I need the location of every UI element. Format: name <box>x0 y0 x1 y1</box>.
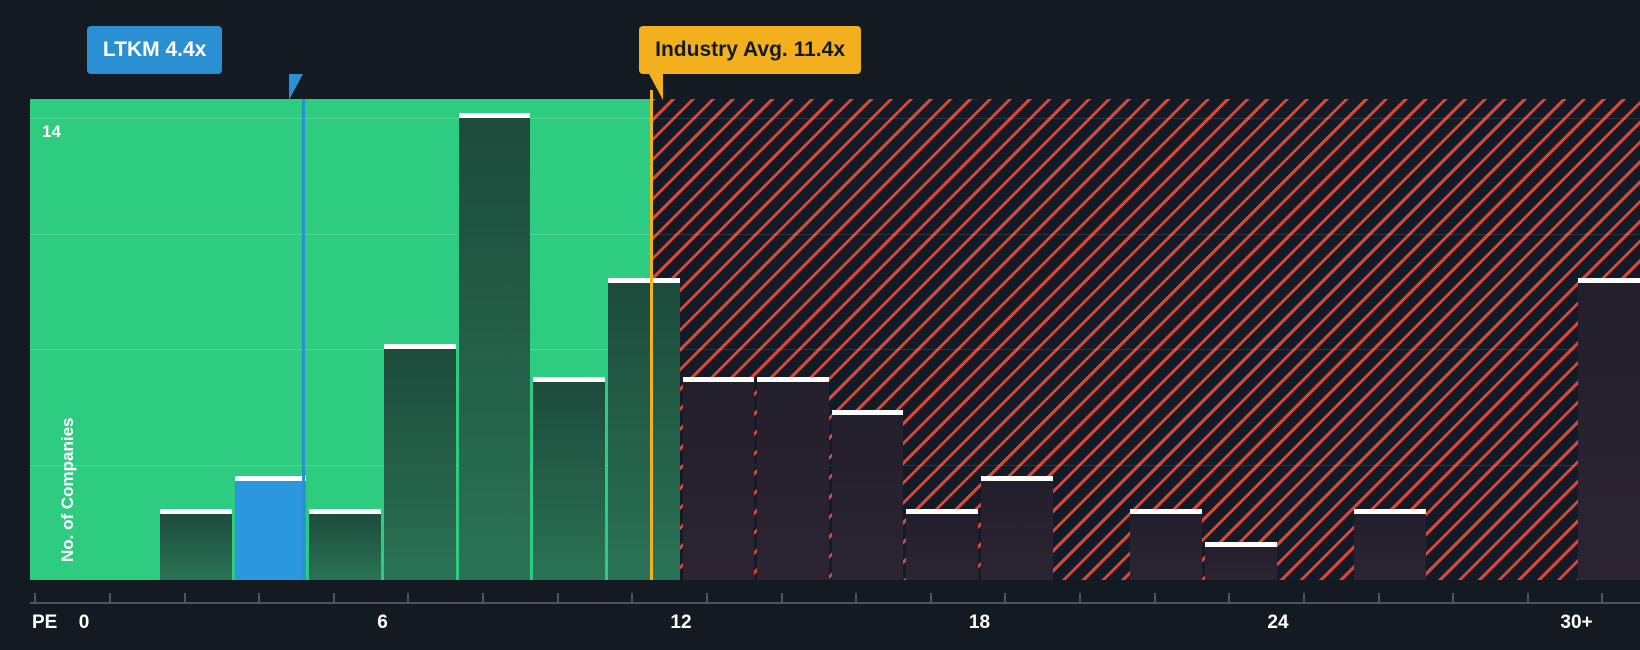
x-tick-label-30plus: 30+ <box>1560 612 1593 633</box>
x-axis-tick <box>780 593 783 602</box>
histogram-bar[interactable] <box>682 377 755 580</box>
bar-top-cap <box>607 278 680 283</box>
x-axis-tick <box>34 593 37 602</box>
bar-top-cap <box>1354 509 1426 514</box>
bar-top-cap <box>1130 509 1202 514</box>
histogram-bar[interactable] <box>1578 278 1640 580</box>
x-axis-tick <box>183 593 186 602</box>
x-axis-tick <box>1452 593 1455 602</box>
company-pe-callout-label: LTKM 4.4x <box>102 38 207 61</box>
x-axis-tick <box>258 593 261 602</box>
x-axis-tick <box>855 593 858 602</box>
gridline <box>651 233 1640 235</box>
gridline <box>651 349 1640 350</box>
x-axis-tick <box>1153 593 1156 602</box>
x-axis-tick <box>1377 593 1380 602</box>
histogram-bar[interactable] <box>981 476 1053 580</box>
industry-callout-tail-icon <box>649 74 664 100</box>
x-tick-label-12: 12 <box>670 612 692 633</box>
histogram-bar[interactable] <box>533 377 605 580</box>
histogram-bar[interactable] <box>831 410 904 580</box>
x-axis-tick <box>631 593 634 602</box>
bar-top-cap <box>757 377 829 382</box>
gridline <box>30 464 652 466</box>
x-axis-title: PE <box>32 612 58 633</box>
industry-pe-marker-line <box>650 90 654 580</box>
company-callout-tail-icon <box>288 74 303 100</box>
bar-top-cap <box>160 509 232 514</box>
bar-top-cap <box>234 476 307 481</box>
gridline <box>30 118 652 119</box>
x-axis-tick <box>556 593 559 602</box>
x-axis-tick <box>332 593 335 602</box>
industry-pe-callout[interactable]: Industry Avg. 11.4x <box>639 26 861 74</box>
histogram-bar[interactable] <box>757 377 829 580</box>
bar-top-cap <box>1578 278 1640 283</box>
histogram-bar[interactable] <box>160 509 232 580</box>
gridline <box>30 233 652 235</box>
histogram-bar[interactable] <box>906 509 978 580</box>
company-pe-marker-line <box>301 99 305 580</box>
industry-pe-callout-label: Industry Avg. 11.4x <box>655 38 845 61</box>
company-pe-callout[interactable]: LTKM 4.4x <box>86 26 223 74</box>
histogram-bar[interactable] <box>309 509 381 580</box>
histogram-bar-highlighted[interactable] <box>234 476 307 580</box>
bar-top-cap <box>384 344 456 349</box>
x-axis-tick <box>108 593 111 602</box>
x-axis-tick <box>1302 593 1305 602</box>
bar-top-cap <box>1204 542 1277 547</box>
histogram-bar[interactable] <box>384 344 456 580</box>
bar-top-cap <box>831 410 904 415</box>
bar-top-cap <box>309 509 381 514</box>
x-tick-label-18: 18 <box>968 612 991 633</box>
histogram-bar[interactable] <box>1354 509 1426 580</box>
gridline <box>651 464 1640 466</box>
x-axis-tick <box>1601 593 1604 602</box>
histogram-bar[interactable] <box>607 278 680 580</box>
x-tick-label-0: 0 <box>78 612 90 633</box>
x-axis-tick <box>407 593 410 602</box>
x-axis-line <box>30 602 1640 604</box>
bar-top-cap <box>458 113 531 118</box>
bar-top-cap <box>981 476 1053 481</box>
x-axis-tick <box>1079 593 1081 602</box>
x-axis-tick <box>1228 593 1231 602</box>
bar-top-cap <box>533 377 605 382</box>
y-axis-title: No. of Companies <box>58 417 77 562</box>
x-tick-label-24: 24 <box>1267 612 1289 633</box>
y-tick-label-14: 14 <box>42 122 61 141</box>
gridline <box>651 118 1640 119</box>
bar-top-cap <box>682 377 755 382</box>
x-axis-tick <box>1526 593 1529 602</box>
bar-top-cap <box>906 509 978 514</box>
x-axis-tick <box>1004 593 1007 602</box>
histogram-bar[interactable] <box>1204 542 1277 580</box>
histogram-bar[interactable] <box>458 113 531 580</box>
histogram-bar[interactable] <box>1130 509 1202 580</box>
gridline <box>30 349 652 350</box>
x-tick-label-6: 6 <box>377 612 388 633</box>
x-axis-tick <box>705 593 708 602</box>
x-axis-tick <box>482 593 484 602</box>
x-axis-tick <box>929 593 932 602</box>
